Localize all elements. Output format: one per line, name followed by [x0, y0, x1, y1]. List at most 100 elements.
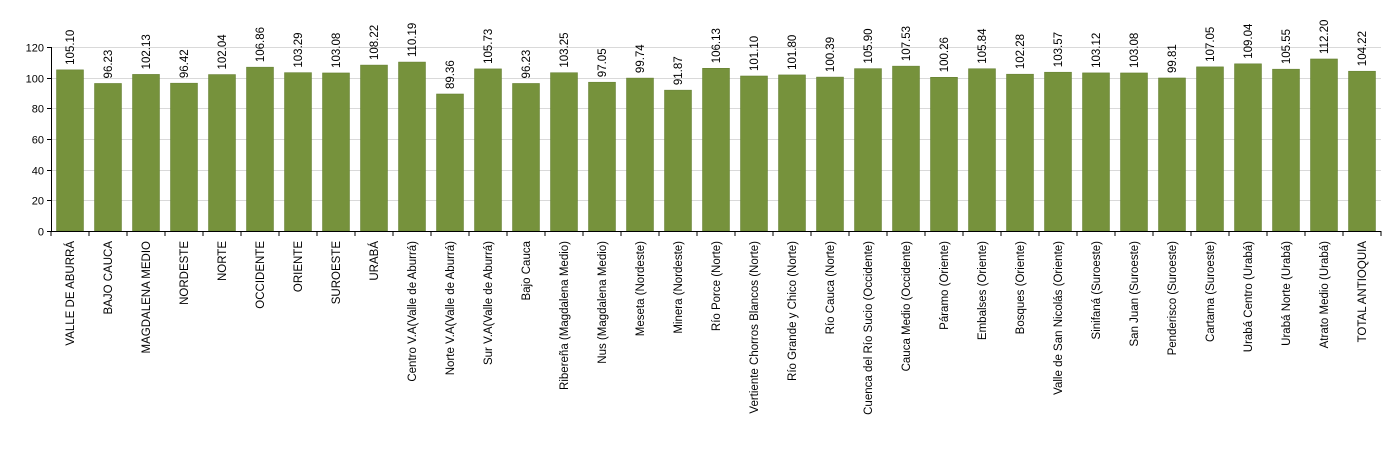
value-label: 103.25	[559, 32, 571, 67]
category-label: BAJO CAUCA	[103, 241, 115, 315]
bars	[56, 58, 1376, 232]
bar	[778, 74, 806, 232]
value-label: 108.22	[369, 25, 381, 60]
bar	[398, 61, 426, 232]
category-label: Minera (Nordeste)	[673, 241, 685, 334]
bar	[1272, 68, 1300, 232]
category-label: Penderisco (Suroeste)	[1167, 241, 1179, 356]
bar	[132, 74, 160, 232]
value-label: 102.28	[1015, 34, 1027, 69]
category-label: Río Cauca (Norte)	[825, 241, 837, 334]
bar	[322, 72, 350, 232]
category-label: Vertiente Chorros Blancos (Norte)	[749, 241, 761, 414]
category-label: Cartama (Suroeste)	[1205, 241, 1217, 342]
value-label: 101.10	[749, 36, 761, 71]
bar	[588, 81, 616, 232]
category-label: Atrato Medio (Urabá)	[1319, 241, 1331, 349]
category-label: Norte V.A(Valle de Aburrá)	[445, 241, 457, 375]
bar	[854, 68, 882, 232]
category-label: URABÁ	[368, 241, 381, 281]
bar	[702, 68, 730, 232]
bar	[816, 76, 844, 232]
bar	[1044, 71, 1072, 232]
value-label: 109.04	[1243, 23, 1255, 59]
value-label: 105.10	[65, 30, 77, 65]
category-label: Valle de San Nicolás (Oriente)	[1053, 241, 1065, 395]
axes	[50, 47, 1382, 236]
value-label: 97.05	[597, 48, 609, 77]
bar	[170, 82, 198, 232]
value-label: 103.29	[293, 32, 305, 67]
category-label: Río Porce (Norte)	[711, 241, 723, 331]
category-label: Embalses (Oriente)	[977, 241, 989, 340]
category-label: Nus (Magdalena Medio)	[597, 241, 609, 364]
value-label: 103.08	[331, 33, 343, 68]
category-label: TOTAL ANTIOQUIA	[1357, 241, 1369, 343]
category-label: SUROESTE	[331, 241, 343, 305]
category-label: Urabá Centro (Urabá)	[1243, 241, 1255, 352]
value-label: 106.86	[255, 27, 267, 62]
value-labels: 105.10 96.23 102.13 96.42 102.04 106.86 103.29…	[65, 20, 1369, 89]
bar	[1196, 66, 1224, 232]
category-label: Río Grande y Chico (Norte)	[787, 241, 799, 381]
bar	[1120, 72, 1148, 232]
y-tick-label: 0	[38, 227, 44, 239]
value-label: 101.80	[787, 35, 799, 70]
category-label: VALLE DE ABURRÁ	[64, 241, 77, 346]
category-label: Bajo Cauca	[521, 240, 533, 300]
bar	[1006, 73, 1034, 232]
value-label: 103.12	[1091, 33, 1103, 68]
category-label: Sur V.A(Valle de Aburrá)	[483, 241, 495, 365]
category-label: San Juan (Suroeste)	[1129, 241, 1141, 347]
bar	[436, 93, 464, 232]
value-label: 105.90	[863, 28, 875, 63]
bar	[968, 68, 996, 232]
value-label: 107.05	[1205, 27, 1217, 62]
value-label: 106.13	[711, 28, 723, 63]
value-label: 100.26	[939, 37, 951, 72]
value-label: 96.23	[103, 50, 115, 79]
bar	[664, 89, 692, 232]
bar	[208, 74, 236, 232]
value-label: 104.22	[1357, 31, 1369, 66]
category-label: Cauca Medio (Occidente)	[901, 241, 913, 372]
category-label: Bosques (Oriente)	[1015, 241, 1027, 334]
value-label: 99.81	[1167, 44, 1179, 73]
category-label: ORIENTE	[293, 241, 305, 292]
category-labels: VALLE DE ABURRÁ BAJO CAUCA MAGDALENA MEDIO…	[64, 240, 1369, 414]
value-label: 89.36	[445, 60, 457, 89]
y-tick-label: 80	[32, 104, 44, 116]
value-label: 102.13	[141, 34, 153, 69]
category-label: OCCIDENTE	[255, 241, 267, 309]
value-label: 105.73	[483, 29, 495, 64]
value-label: 112.20	[1319, 20, 1331, 54]
bar	[284, 72, 312, 232]
category-label: Páramo (Oriente)	[939, 241, 951, 330]
category-label: Sinifaná (Suroeste)	[1091, 241, 1103, 340]
category-label: Ribereña (Magdalena Medio)	[559, 241, 571, 390]
value-label: 99.74	[635, 44, 647, 73]
bar	[512, 83, 540, 232]
value-label: 103.08	[1129, 33, 1141, 68]
value-label: 105.55	[1281, 29, 1293, 64]
bar	[94, 83, 122, 232]
bar	[474, 68, 502, 232]
bar	[360, 64, 388, 232]
y-tick-label: 100	[26, 74, 44, 86]
value-label: 100.39	[825, 37, 837, 72]
value-label: 102.04	[217, 34, 229, 70]
category-label: Cuenca del Río Sucio (Occidente)	[863, 241, 875, 415]
value-label: 96.23	[521, 50, 533, 79]
bar	[246, 66, 274, 232]
value-label: 91.87	[673, 56, 685, 85]
bar	[1234, 63, 1262, 232]
value-label: 107.53	[901, 26, 913, 61]
bar	[1310, 58, 1338, 232]
category-label: MAGDALENA MEDIO	[141, 241, 153, 354]
category-label: Meseta (Nordeste)	[635, 241, 647, 336]
y-tick-label: 60	[32, 135, 44, 147]
y-tick-label: 120	[26, 43, 44, 55]
bar	[1348, 70, 1376, 232]
